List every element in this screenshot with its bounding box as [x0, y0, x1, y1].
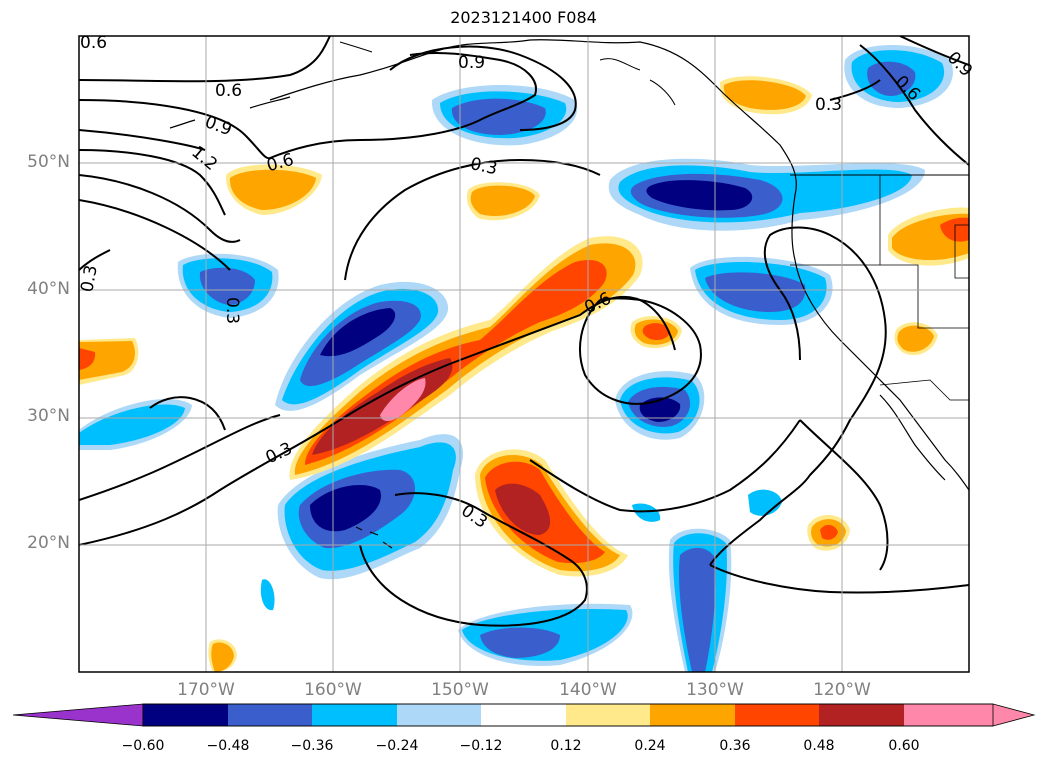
negative-anomaly-gulf-of-alaska: [608, 158, 925, 231]
positive-anomaly-east: [79, 207, 969, 672]
colorbar-tick-label: 0.48: [803, 738, 835, 754]
map-title: 2023121400 F084: [450, 8, 597, 27]
negative-anomaly-east-band: [690, 256, 833, 325]
positive-anomaly-northeast: [466, 76, 812, 221]
map-frame: [78, 35, 970, 673]
negative-anomaly-sw-band: [275, 281, 449, 411]
contour-label: 0.9: [458, 53, 485, 73]
colorbar-bin: [143, 704, 228, 726]
colorbar-tick-label: 0.60: [888, 738, 920, 754]
lon-tick-label: 140°W: [559, 680, 617, 700]
colorbar-tick-label: −0.48: [206, 738, 250, 754]
lat-tick-label: 50°N: [27, 152, 70, 172]
lon-tick-label: 130°W: [686, 680, 744, 700]
colorbar-frame: [142, 703, 994, 727]
contour-label: 0.6: [215, 81, 242, 101]
colorbar-bin: [650, 704, 735, 726]
lat-tick-label: 30°N: [27, 406, 70, 426]
contour-label: 0.6: [80, 33, 107, 53]
colorbar-tick-label: 0.36: [719, 738, 751, 754]
colorbar-tick-label: −0.12: [459, 738, 503, 754]
colorbar-bin: [312, 704, 397, 726]
lon-tick-label: 120°W: [813, 680, 871, 700]
colorbar-bin: [228, 704, 312, 726]
colorbar-extend-max: [904, 704, 1034, 726]
negative-anomaly-south: [668, 528, 732, 672]
lon-tick-label: 150°W: [431, 680, 489, 700]
lon-tick-label: 160°W: [304, 680, 362, 700]
colorbar-bin: [819, 704, 904, 726]
colorbar-tick-label: 0.24: [634, 738, 666, 754]
colorbar: [12, 703, 1036, 727]
colorbar-tick-label: 0.12: [550, 738, 582, 754]
contour-label: 0.3: [815, 95, 842, 115]
lat-tick-label: 40°N: [27, 279, 70, 299]
lat-tick-label: 20°N: [27, 533, 70, 553]
gridlines: [79, 36, 969, 672]
colorbar-bin: [397, 704, 481, 726]
negative-anomaly-ne-corner: [844, 45, 953, 108]
contour-label: 0.3: [77, 264, 101, 294]
colorbar-bin: [481, 704, 566, 726]
colorbar-bin: [735, 704, 819, 726]
lon-tick-label: 170°W: [177, 680, 235, 700]
colorbar-extend-min: [12, 703, 144, 727]
colorbar-tick-label: −0.36: [290, 738, 334, 754]
contour-label: 0.3: [222, 297, 242, 324]
filled-contours: [79, 45, 969, 672]
colorbar-tick-label: −0.24: [375, 738, 419, 754]
negative-anomaly-west-central: [177, 253, 279, 318]
negative-anomaly-small: [79, 399, 782, 611]
colorbar-tick-label: −0.60: [121, 738, 165, 754]
colorbar-bin: [566, 704, 650, 726]
negative-anomaly-southwest-tail: [458, 603, 633, 666]
positive-anomaly-west: [225, 164, 322, 215]
line-contours: [79, 36, 969, 627]
negative-anomaly-north-pacific: [431, 85, 578, 146]
